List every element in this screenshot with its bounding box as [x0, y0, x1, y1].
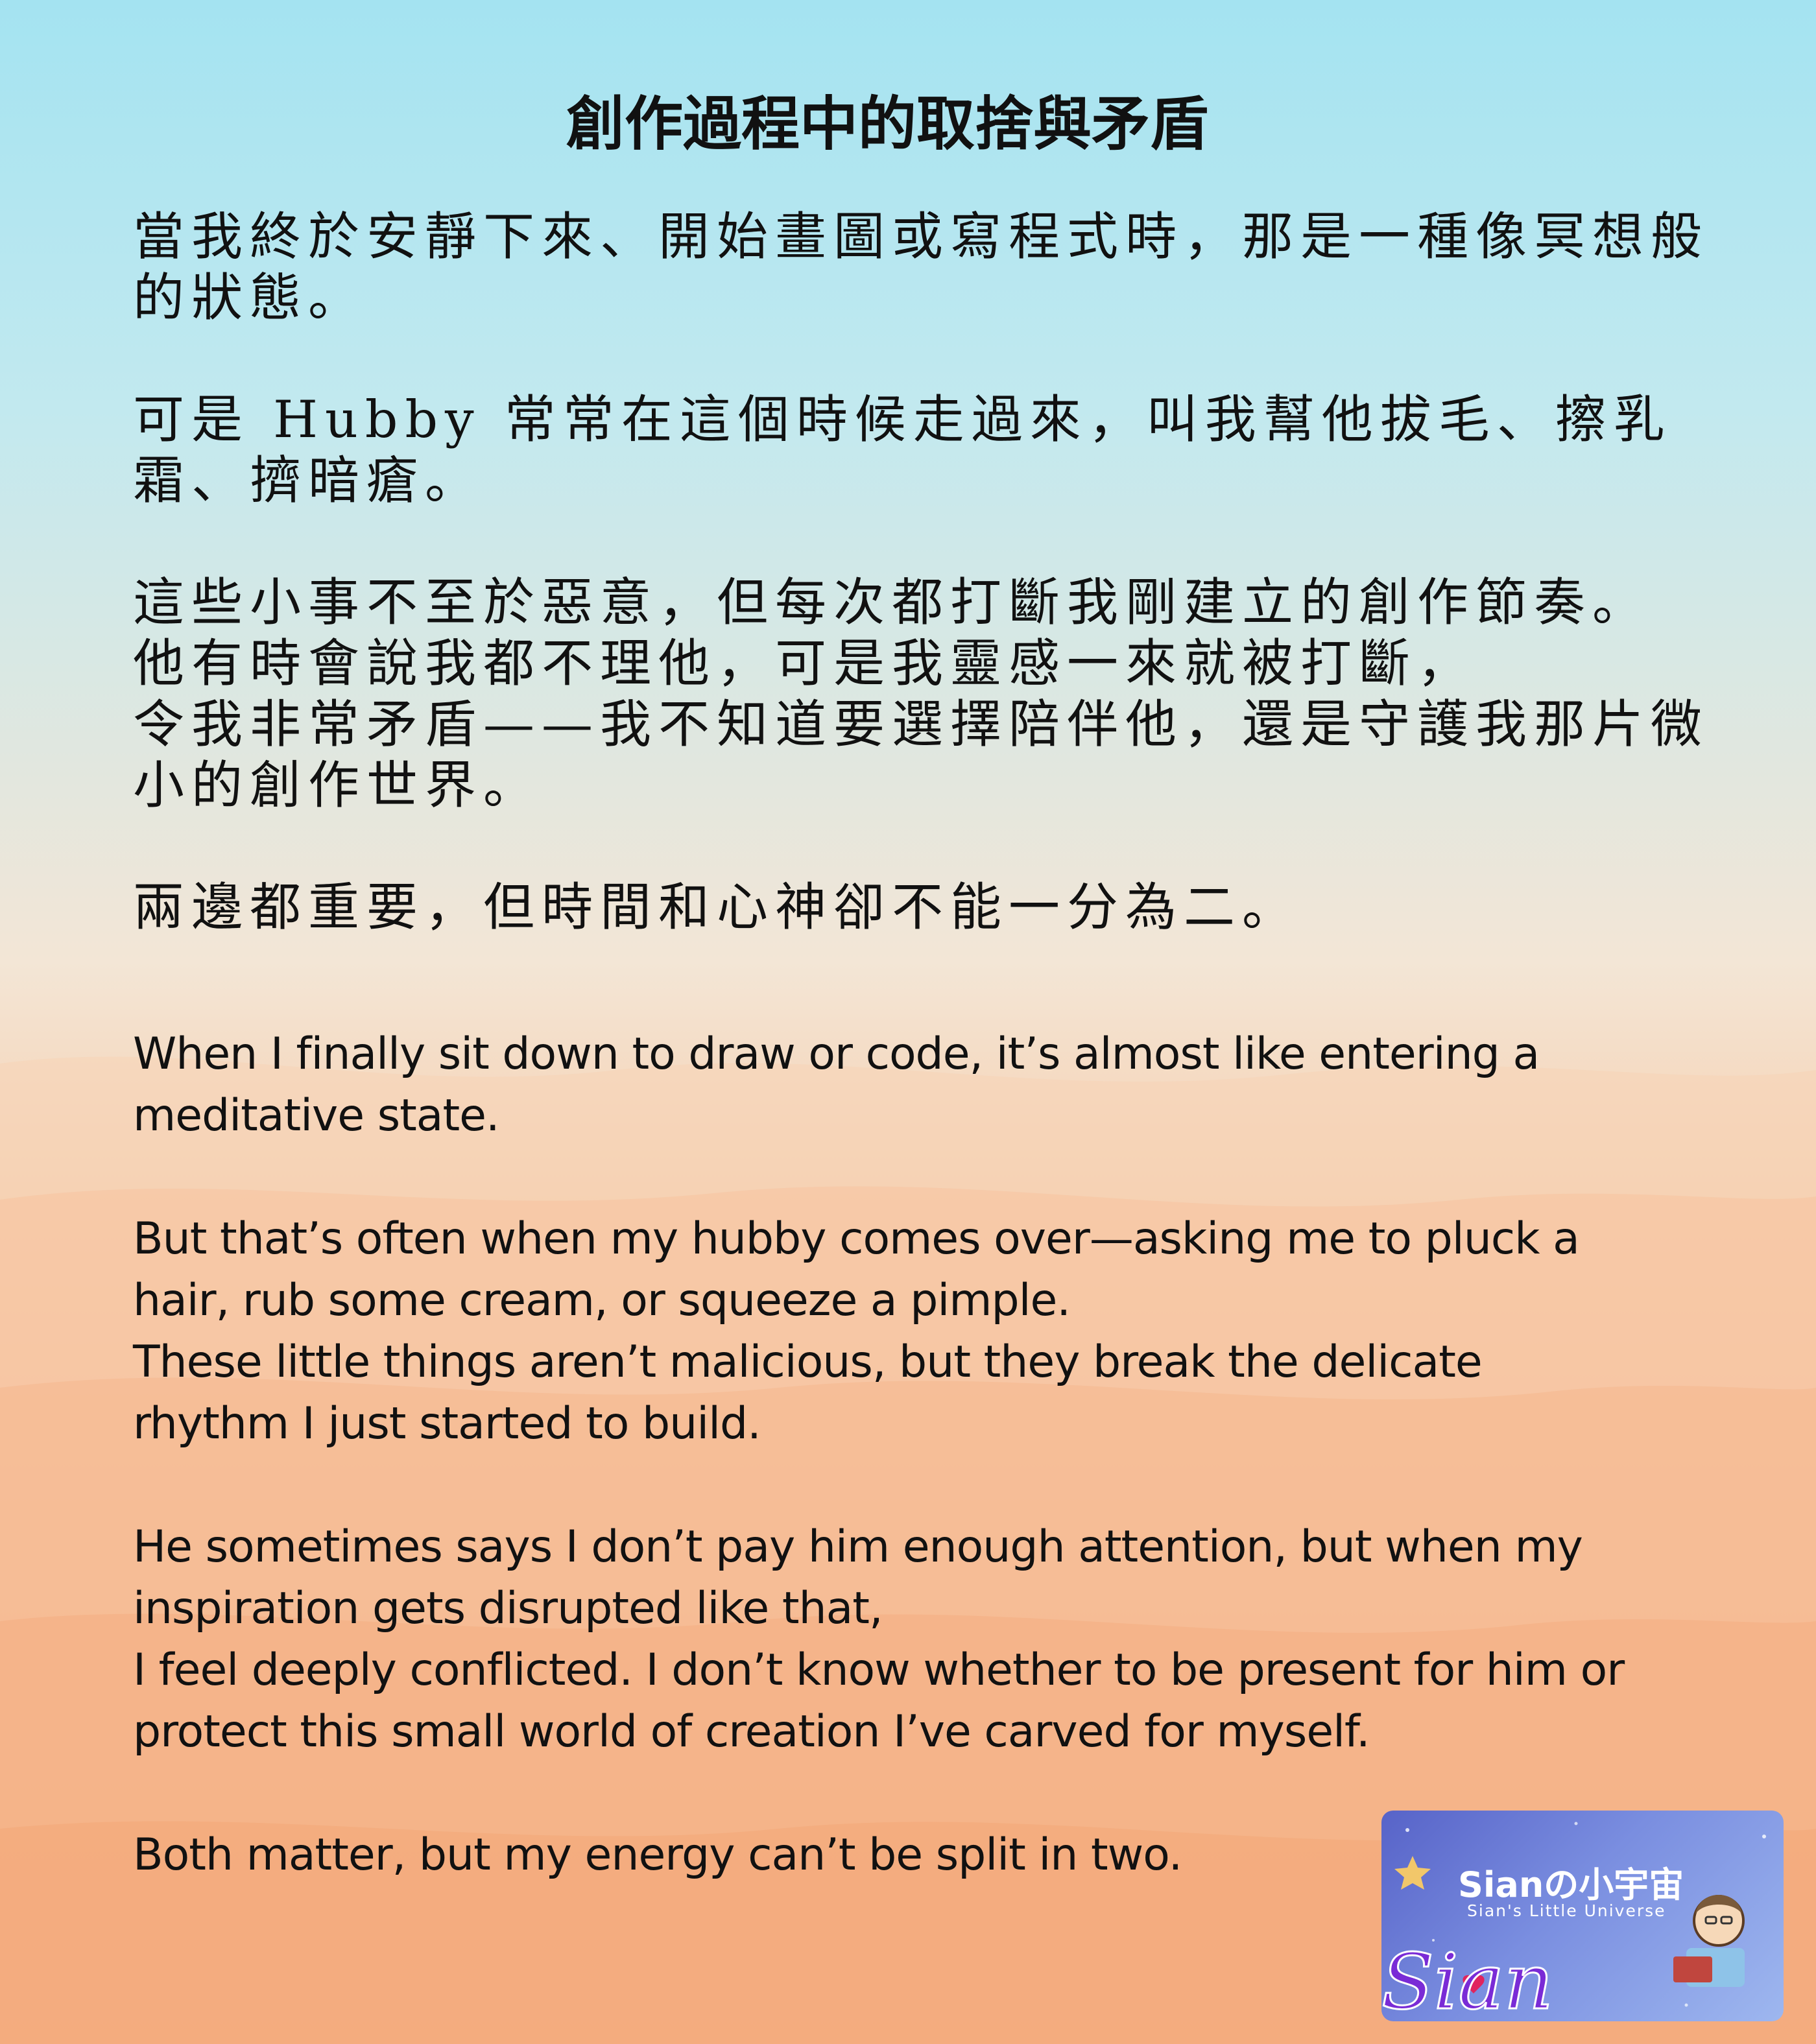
page-title: 創作過程中的取捨與矛盾 — [566, 90, 1208, 158]
english-text-block: When I finally sit down to draw or code,… — [133, 1023, 1677, 1886]
en-paragraph-3: These little things aren’t malicious, bu… — [133, 1337, 1483, 1449]
site-logo: Sianの小宇宙 Sian's Little Universe Sian — [1381, 1811, 1784, 2021]
en-paragraph-1: When I finally sit down to draw or code,… — [133, 1028, 1540, 1141]
zh-paragraph-2: 可是 Hubby 常常在這個時候走過來，叫我幫他拔毛、擦乳霜、擠暗瘡。 — [133, 390, 1672, 510]
en-paragraph-5: I feel deeply conflicted. I don’t know w… — [133, 1645, 1625, 1757]
logo-title: Sianの小宇宙 — [1458, 1864, 1684, 1905]
zh-paragraph-1: 當我終於安靜下來、開始畫圖或寫程式時，那是一種像冥想般的狀態。 — [133, 207, 1709, 327]
zh-paragraph-4: 他有時會說我都不理他，可是我靈感一來就被打斷， — [133, 634, 1476, 693]
zh-paragraph-3: 這些小事不至於惡意，但每次都打斷我剛建立的創作節奏。 — [133, 573, 1651, 632]
svg-text:Sian: Sian — [1381, 1937, 1553, 2021]
star-icon — [1394, 1856, 1431, 1890]
heart-icon — [1463, 1975, 1485, 1993]
en-paragraph-2: But that’s often when my hubby comes ove… — [133, 1213, 1580, 1326]
chinese-text-block: 當我終於安靜下來、開始畫圖或寫程式時，那是一種像冥想般的狀態。 可是 Hubby… — [133, 206, 1735, 938]
en-paragraph-6: Both matter, but my energy can’t be spli… — [133, 1829, 1182, 1881]
signature: Sian — [1381, 1936, 1554, 2022]
logo-subtitle: Sian's Little Universe — [1467, 1901, 1666, 1920]
zh-paragraph-5: 令我非常矛盾——我不知道要選擇陪伴他，還是守護我那片微小的創作世界。 — [133, 695, 1709, 815]
logo-art — [1394, 1822, 1766, 2015]
zh-paragraph-6: 兩邊都重要，但時間和心神卻不能一分為二。 — [133, 877, 1300, 937]
en-paragraph-4: He sometimes says I don’t pay him enough… — [133, 1521, 1583, 1634]
